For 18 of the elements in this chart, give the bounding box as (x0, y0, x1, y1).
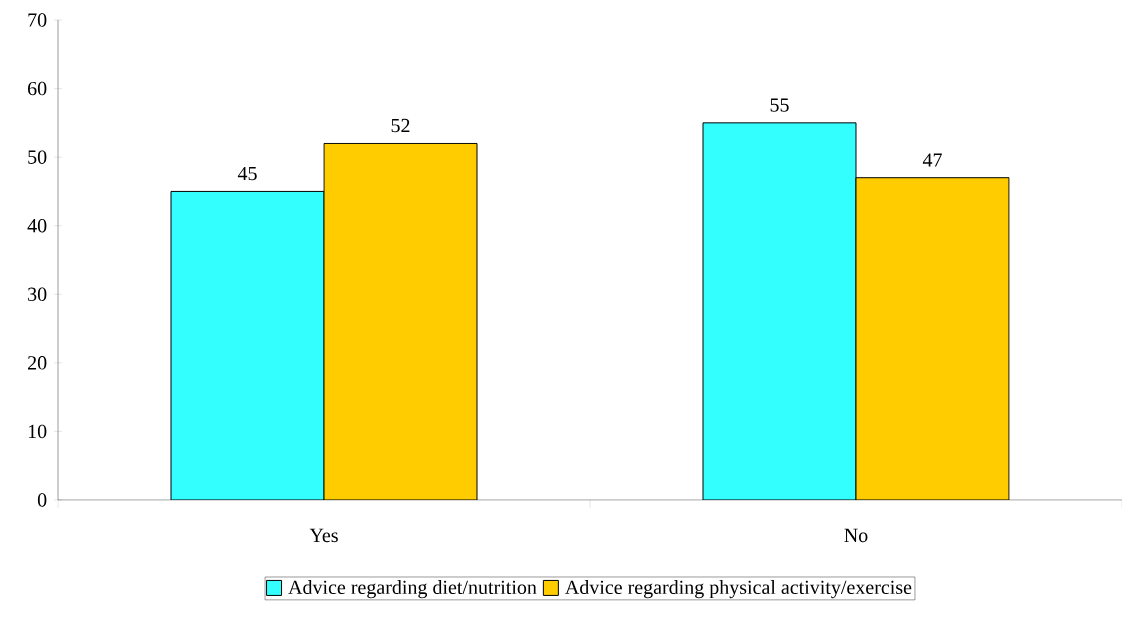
bar (702, 122, 857, 500)
y-tick-label: 20 (28, 356, 47, 370)
y-tick-label: 0 (37, 493, 47, 507)
legend-label: Advice regarding physical activity/exercise (565, 579, 912, 599)
y-tick-label: 50 (28, 150, 47, 164)
data-label: 55 (770, 98, 789, 112)
legend-label: Advice regarding diet/nutrition (288, 579, 537, 599)
x-tick-label: No (844, 528, 868, 543)
y-tick-label: 70 (28, 13, 47, 27)
y-tick-label: 10 (28, 424, 47, 439)
data-label: 47 (922, 153, 942, 167)
x-tick-label: Yes (309, 528, 338, 543)
data-label: 52 (391, 118, 410, 133)
y-tick-label: 60 (28, 81, 47, 96)
y-tick-label: 30 (28, 287, 47, 302)
bar (170, 190, 325, 500)
data-label: 45 (237, 166, 257, 181)
y-tick-label: 40 (27, 218, 47, 233)
